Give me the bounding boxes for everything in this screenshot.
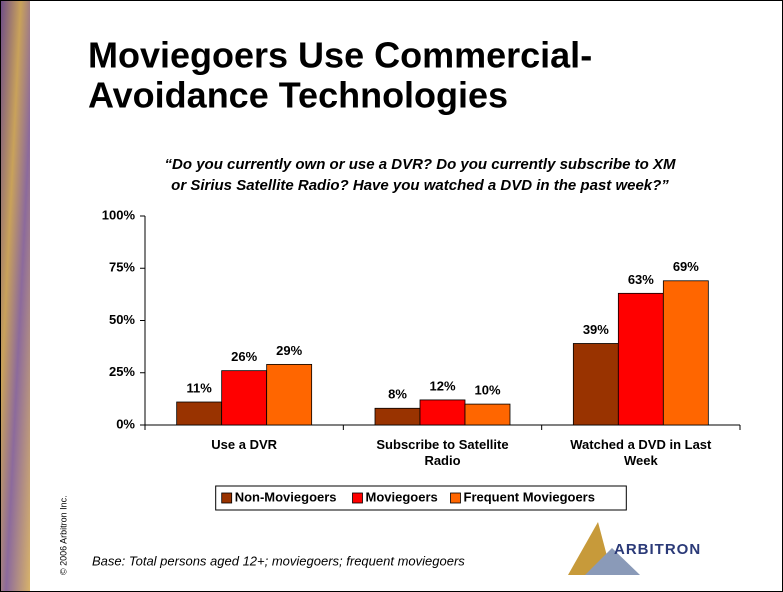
value-label: 11% [187,380,213,395]
bar [222,371,267,425]
x-tick-label: Subscribe to Satellite Radio [358,437,528,469]
value-label: 63% [628,272,654,287]
x-tick-label: Use a DVR [159,437,329,453]
bar [573,343,618,425]
value-label: 8% [388,387,407,402]
y-tick-label: 25% [109,364,135,379]
bar [465,404,510,425]
bar [375,408,420,425]
bar [618,293,663,425]
legend-label: Moviegoers [366,489,438,504]
y-tick-label: 75% [109,260,135,275]
value-label: 29% [276,343,302,358]
legend-label: Non-Moviegoers [235,489,337,504]
value-label: 12% [429,378,455,393]
bar [420,400,465,425]
subtitle: or Sirius Satellite Radio? Have you watc… [171,177,669,194]
title: Moviegoers Use Commercial- [88,35,592,76]
y-tick-label: 0% [116,416,135,431]
legend-swatch [222,493,232,503]
x-tick-label: Watched a DVD in Last Week [556,437,726,469]
y-tick-label: 50% [109,312,135,327]
slide: Moviegoers Use Commercial- Avoidance Tec… [0,0,783,592]
subtitle: “Do you currently own or use a DVR? Do y… [165,156,676,173]
footnote: Base: Total persons aged 12+; moviegoers… [92,553,465,568]
bar [267,364,312,425]
copyright: © 2006 Arbitron Inc. [58,495,68,575]
value-label: 10% [474,383,500,398]
value-label: 26% [231,349,257,364]
chart: Moviegoers Use Commercial- Avoidance Tec… [0,0,783,592]
y-tick-label: 100% [102,207,136,222]
logo-text: ARBITRON [614,541,701,558]
value-label: 39% [583,322,609,337]
legend-swatch [353,493,363,503]
value-label: 69% [673,259,699,274]
legend-label: Frequent Moviegoers [464,489,595,504]
decor-strip [0,0,30,592]
title: Avoidance Technologies [88,75,508,116]
bar [177,402,222,425]
legend-swatch [451,493,461,503]
bar [663,281,708,425]
